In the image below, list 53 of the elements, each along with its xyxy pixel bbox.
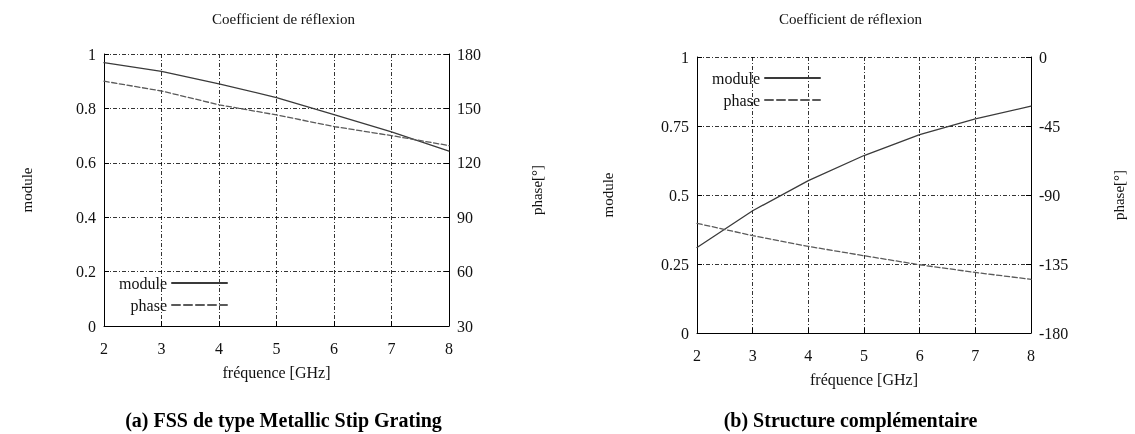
- y-tick-label: 0.2: [76, 263, 96, 281]
- x-tick-label: 7: [387, 339, 396, 357]
- legend-label: phase: [130, 296, 167, 315]
- x-tick-label: 4: [215, 339, 223, 357]
- y-tick-label: 1: [681, 48, 689, 66]
- y2-tick-label: 120: [457, 154, 481, 172]
- y2-axis-title: phase[°]: [528, 164, 545, 216]
- y2-tick-label: 30: [457, 317, 473, 335]
- y-tick-label: 1: [88, 45, 96, 63]
- x-tick-label: 8: [445, 339, 453, 357]
- y2-tick-label: 150: [457, 99, 481, 117]
- legend-label: module: [118, 274, 167, 292]
- y-tick-label: 0: [88, 317, 96, 335]
- y2-tick-label: -90: [1039, 186, 1061, 204]
- text: (a) FSS de type Metallic Stip Grating: [125, 409, 442, 432]
- x-tick-label: 6: [915, 346, 924, 364]
- legend-label: phase: [723, 91, 760, 110]
- y2-tick-label: 180: [457, 45, 481, 63]
- x-tick-label: 3: [157, 339, 166, 357]
- chart-title: Coefficient de réflexion: [212, 10, 356, 27]
- y-axis-title: module: [18, 167, 35, 213]
- y-axis-title: module: [599, 172, 616, 218]
- y-tick-label: 0: [681, 324, 689, 342]
- x-axis-title: fréquence [GHz]: [222, 363, 331, 382]
- y2-tick-label: -135: [1039, 255, 1069, 273]
- x-tick-label: 2: [693, 346, 701, 364]
- line-series: [103, 80, 450, 147]
- y-tick-label: 0.8: [76, 99, 96, 117]
- x-tick-label: 5: [272, 339, 281, 357]
- y-tick-label: 0.25: [661, 255, 689, 273]
- y2-tick-label: -45: [1039, 117, 1061, 135]
- x-tick-label: 8: [1027, 346, 1035, 364]
- y2-tick-label: 60: [457, 263, 473, 281]
- y-tick-label: 0.75: [661, 117, 689, 135]
- x-tick-label: 2: [100, 339, 108, 357]
- x-tick-label: 6: [330, 339, 338, 357]
- y-tick-label: 0.4: [76, 208, 96, 226]
- y2-tick-label: 90: [457, 208, 473, 226]
- legend-label: module: [711, 69, 760, 87]
- y-tick-label: 0.6: [76, 154, 96, 172]
- x-tick-label: 3: [748, 346, 757, 364]
- y2-tick-label: -180: [1039, 324, 1069, 342]
- x-axis-title: fréquence [GHz]: [810, 370, 918, 389]
- line-series: [696, 222, 1032, 280]
- x-tick-label: 5: [860, 346, 868, 364]
- x-tick-label: 7: [971, 346, 980, 364]
- chart-title: Coefficient de réflexion: [779, 10, 923, 27]
- y2-tick-label: 0: [1039, 48, 1047, 66]
- y-tick-label: 0.5: [669, 186, 689, 204]
- text: (b) Structure complémentaire: [723, 409, 978, 432]
- y2-axis-title: phase[°]: [1110, 169, 1127, 221]
- line-series: [103, 62, 450, 152]
- x-tick-label: 4: [804, 346, 813, 364]
